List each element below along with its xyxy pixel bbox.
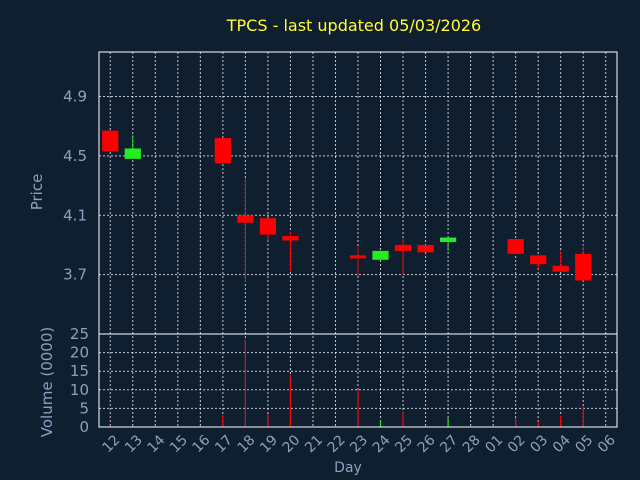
volume-tick-label-0: 0 [79, 418, 89, 436]
candle-body-12 [102, 130, 119, 152]
chart-title: TPCS - last updated 05/03/2026 [226, 16, 481, 35]
volume-tick-label-5: 5 [79, 399, 89, 417]
volume-tick-label-15: 15 [70, 362, 89, 380]
candle-body-19 [259, 218, 277, 235]
candle-body-13 [124, 148, 141, 159]
candlesticks [102, 130, 592, 283]
candle-body-26 [417, 244, 434, 253]
candle-body-23 [349, 255, 367, 259]
candle-body-20 [282, 236, 299, 241]
candle-body-05 [575, 253, 592, 281]
candle-body-27 [439, 237, 457, 242]
candle-body-02 [507, 239, 524, 254]
price-tick-label-4.1: 4.1 [63, 206, 87, 224]
candle-body-25 [394, 244, 412, 251]
price-tick-label-4.5: 4.5 [63, 147, 87, 165]
plot-frame [98, 51, 618, 428]
candle-body-24 [372, 250, 389, 260]
candle-body-03 [530, 255, 547, 265]
volume-axis-label: Volume (0000) [38, 327, 56, 437]
volume-tick-label-10: 10 [70, 381, 89, 399]
price-tick-label-4.9: 4.9 [63, 88, 87, 106]
volume-tick-label-25: 25 [70, 325, 89, 343]
y-axis-label: Price [28, 174, 46, 211]
candle-body-18 [237, 215, 254, 223]
candle-body-17 [214, 138, 231, 164]
axes [98, 51, 618, 428]
candle-body-04 [552, 265, 569, 272]
x-axis-label: Day [334, 460, 362, 476]
volume-tick-label-20: 20 [70, 344, 89, 362]
price-tick-label-3.7: 3.7 [63, 266, 87, 284]
